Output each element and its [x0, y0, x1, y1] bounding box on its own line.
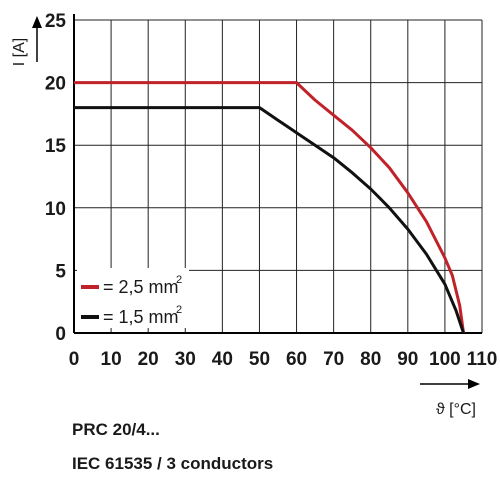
- y-axis-title: I [A]: [11, 38, 28, 66]
- y-tick-label-25: 25: [45, 11, 67, 32]
- y-tick-label-0: 0: [55, 324, 66, 345]
- x-tick-label-60: 60: [286, 349, 307, 370]
- axis-titles: I [A] ϑ [°C]: [11, 16, 480, 418]
- y-tick-label-5: 5: [55, 261, 66, 282]
- tick-labels: 0 10 20 30 40 50 60 70 80 90 100 110 0 5 10 15 20 25: [45, 11, 497, 370]
- series-lines: [74, 81, 465, 334]
- y-tick-label-15: 15: [45, 136, 67, 157]
- x-tick-label-0: 0: [69, 349, 80, 370]
- x-tick-label-100: 100: [429, 349, 461, 370]
- x-axis-title: ϑ [°C]: [436, 401, 476, 418]
- series-line-2: [74, 106, 465, 334]
- y-axis-arrow-icon: [32, 16, 42, 28]
- x-tick-label-110: 110: [467, 349, 498, 370]
- x-tick-label-10: 10: [101, 349, 122, 370]
- series-line-1: [74, 81, 465, 334]
- legend-label-2: = 1,5 mm: [103, 307, 179, 327]
- legend-label-1: = 2,5 mm: [103, 277, 179, 297]
- y-tick-label-10: 10: [45, 199, 66, 220]
- x-axis-arrow-icon: [468, 379, 480, 389]
- legend-label-sup-2: 2: [176, 304, 182, 316]
- legend: = 2,5 mm2= 1,5 mm2: [77, 268, 189, 328]
- x-tick-label-70: 70: [323, 349, 344, 370]
- x-tick-label-20: 20: [138, 349, 159, 370]
- x-tick-label-30: 30: [175, 349, 196, 370]
- x-tick-label-50: 50: [249, 349, 270, 370]
- x-tick-label-80: 80: [360, 349, 381, 370]
- legend-label-sup-1: 2: [176, 274, 182, 286]
- axes: [73, 14, 482, 334]
- y-tick-label-20: 20: [45, 74, 66, 95]
- x-tick-label-40: 40: [212, 349, 233, 370]
- x-tick-label-90: 90: [397, 349, 418, 370]
- standard-label: IEC 61535 / 3 conductors: [72, 454, 274, 473]
- product-name: PRC 20/4...: [72, 420, 160, 439]
